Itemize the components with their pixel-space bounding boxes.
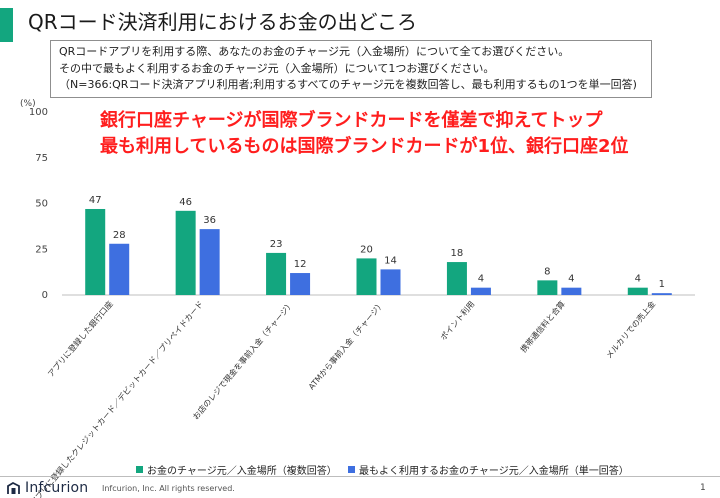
y-tick-label: 25	[35, 244, 48, 255]
y-tick-label: 0	[42, 290, 48, 301]
data-label: 46	[179, 197, 192, 208]
bar	[85, 208, 106, 295]
bar	[446, 262, 467, 295]
bar	[627, 287, 648, 295]
legend-label-single: 最もよく利用するお金のチャージ元／入金場所（単一回答）	[359, 466, 629, 477]
bar	[175, 210, 196, 295]
legend-swatch-single	[348, 466, 355, 473]
data-label: 18	[451, 248, 464, 259]
data-label: 23	[270, 239, 283, 250]
data-label: 47	[89, 195, 102, 206]
headline: 銀行口座チャージが国際ブランドカードを僅差で抑えてトップ 最も利用しているものは…	[100, 108, 629, 160]
copyright-text: Infcurion, Inc. All rights reserved.	[102, 484, 235, 493]
data-label: 20	[360, 244, 373, 255]
bar	[266, 252, 287, 295]
logo-mark-icon	[7, 481, 20, 494]
note-line: その中で最もよく利用するお金のチャージ元（入金場所）について1つお選びください。	[59, 61, 495, 75]
legend-item-single: 最もよく利用するお金のチャージ元／入金場所（単一回答）	[348, 462, 629, 477]
y-tick-label: 75	[35, 153, 48, 164]
logo-text: Infcurion	[25, 480, 89, 496]
category-label: アプリに登録した銀行口座	[45, 299, 114, 379]
company-logo: Infcurion	[6, 480, 88, 496]
data-label: 4	[478, 274, 484, 285]
legend-swatch-multiple	[136, 466, 143, 473]
bar	[290, 273, 311, 295]
note-line: （N=366:QRコード決済アプリ利用者;利用するすべてのチャージ元を複数回答し…	[59, 78, 637, 91]
bar	[380, 269, 401, 295]
headline-line: 銀行口座チャージが国際ブランドカードを僅差で抑えてトップ	[100, 110, 603, 131]
data-label: 1	[659, 279, 665, 290]
slide-title: QRコード決済利用におけるお金の出どころ	[28, 10, 418, 34]
bar	[537, 280, 558, 295]
bar	[470, 287, 491, 295]
question-note-box: QRコードアプリを利用する際、あなたのお金のチャージ元（入金場所）について全てお…	[50, 40, 652, 98]
data-label: 14	[384, 255, 397, 266]
headline-line: 最も利用しているものは国際ブランドカードが1位、銀行口座2位	[100, 136, 629, 157]
category-label: 携帯通信料と合算	[518, 299, 567, 354]
data-label: 4	[635, 274, 641, 285]
title-accent-bar	[0, 8, 13, 42]
y-axis-unit-label: (%)	[20, 99, 36, 109]
data-label: 28	[113, 230, 126, 241]
bar	[109, 243, 130, 295]
note-line: QRコードアプリを利用する際、あなたのお金のチャージ元（入金場所）について全てお…	[59, 45, 570, 58]
page-number: 1	[700, 483, 706, 493]
footer-divider	[0, 476, 720, 477]
y-tick-label: 50	[35, 199, 48, 210]
data-label: 8	[544, 266, 550, 277]
bar	[199, 229, 220, 295]
bar	[651, 293, 672, 295]
data-label: 36	[203, 215, 216, 226]
legend-item-multiple: お金のチャージ元／入金場所（複数回答）	[136, 462, 337, 477]
bar	[356, 258, 377, 295]
data-label: 12	[294, 259, 307, 270]
category-label: ATMから事前入金（チャージ）	[306, 299, 386, 392]
data-label: 4	[568, 274, 574, 285]
category-label: お店のレジで現金を事前入金（チャージ）	[190, 299, 295, 422]
bar	[561, 287, 582, 295]
y-tick-label: 100	[29, 107, 48, 118]
category-label: ポイント利用	[438, 299, 477, 342]
category-label: メルカリでの売上金	[604, 299, 658, 360]
legend-label-multiple: お金のチャージ元／入金場所（複数回答）	[147, 466, 337, 477]
